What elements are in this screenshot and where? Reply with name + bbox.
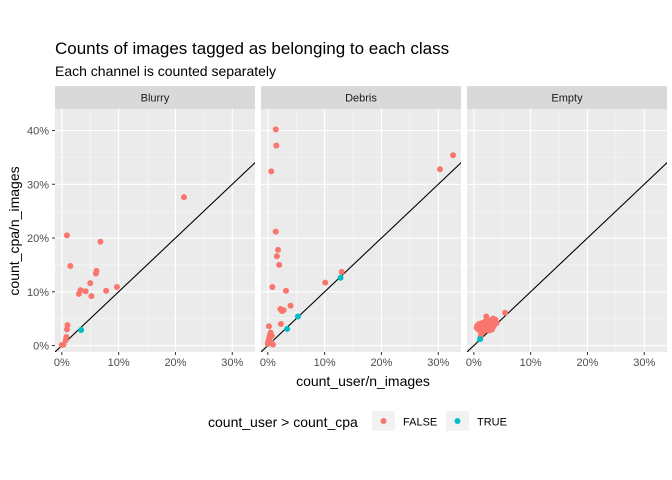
plot-background <box>261 109 461 352</box>
y-tick-label: 10% <box>27 287 49 299</box>
y-tick-label: 40% <box>27 126 49 138</box>
data-point-true <box>284 325 291 332</box>
reference-line-y-equals-x <box>467 162 667 352</box>
facet-label: Blurry <box>141 93 170 105</box>
x-tick-label: 0% <box>466 357 482 369</box>
x-tick-label: 20% <box>370 357 392 369</box>
data-point-false <box>77 287 84 294</box>
data-point-false <box>273 142 280 149</box>
data-point-false <box>269 283 276 290</box>
x-tick-label: 0% <box>260 357 276 369</box>
data-point-false <box>275 246 282 253</box>
y-tick-label: 20% <box>27 233 49 245</box>
legend-title: count_user > count_cpa <box>208 414 358 430</box>
data-point-false <box>88 293 95 300</box>
data-point-false <box>322 279 329 286</box>
data-point-false <box>93 267 100 274</box>
y-tick-label: 30% <box>27 179 49 191</box>
legend-key-false: FALSE <box>372 411 437 431</box>
facet-label: Debris <box>345 93 377 105</box>
data-point-false <box>97 238 104 245</box>
data-point-false <box>502 309 509 316</box>
x-tick-label: 30% <box>427 357 449 369</box>
reference-line-y-equals-x <box>261 162 461 352</box>
data-point-false <box>265 323 272 330</box>
data-point-false <box>268 332 275 339</box>
data-point-true <box>294 313 301 320</box>
panel-empty: Empty 0% 10% 20% 30% <box>466 86 667 369</box>
x-tick-label: 20% <box>576 357 598 369</box>
data-point-true <box>477 336 484 343</box>
x-tick-label: 10% <box>108 357 130 369</box>
data-point-false <box>338 268 345 275</box>
data-point-true <box>78 326 85 333</box>
x-tick-label: 0% <box>54 357 70 369</box>
data-point-false <box>67 262 74 269</box>
y-axis-label: count_cpa/n_images <box>6 166 22 295</box>
legend-label: TRUE <box>477 417 507 429</box>
x-tick-label: 20% <box>164 357 186 369</box>
data-point-false <box>113 283 120 290</box>
data-point-false <box>64 322 71 329</box>
data-point-false <box>272 228 279 235</box>
data-point-false <box>283 287 289 294</box>
data-point-false <box>287 302 294 309</box>
facet-strip <box>467 86 667 109</box>
x-tick-label: 30% <box>221 357 243 369</box>
data-point-false <box>436 166 443 173</box>
y-tick-label: 0% <box>33 341 49 353</box>
data-point-false <box>82 288 89 295</box>
plot-background <box>55 109 255 352</box>
data-point-false <box>493 319 500 326</box>
data-point-false <box>276 261 283 268</box>
chart-title: Counts of images tagged as belonging to … <box>55 39 449 58</box>
data-point-true <box>337 274 344 281</box>
panel-debris: Debris 0% 10% 20% 30% <box>260 86 461 369</box>
legend-swatch <box>380 418 387 424</box>
data-point-false <box>483 313 490 320</box>
legend-key-true: TRUE <box>446 411 507 431</box>
legend-label: FALSE <box>403 417 437 429</box>
chart-subtitle: Each channel is counted separately <box>55 63 276 79</box>
x-tick-label: 10% <box>314 357 336 369</box>
data-point-false <box>103 287 110 294</box>
facet-strip <box>55 86 255 109</box>
x-axis-label: count_user/n_images <box>296 373 430 389</box>
legend-keys: FALSE TRUE <box>372 411 507 431</box>
facet-strip <box>261 86 461 109</box>
data-point-false <box>269 341 276 348</box>
plot-background <box>467 109 667 352</box>
panel-blurry: Blurry 0% 10% 20% 30% <box>54 86 255 369</box>
data-point-false <box>180 194 187 201</box>
facet-panels: Blurry 0% 10% 20% 30% Debris 0% 10% 20% 30% Empty 0… <box>27 86 667 369</box>
reference-line-y-equals-x <box>55 162 255 352</box>
data-point-false <box>63 232 70 239</box>
data-point-false <box>280 307 287 314</box>
facet-label: Empty <box>551 93 583 105</box>
data-point-false <box>272 126 279 133</box>
data-point-false <box>268 168 275 175</box>
data-point-false <box>87 280 94 287</box>
data-point-false <box>63 333 70 340</box>
legend-swatch <box>454 418 461 424</box>
data-point-false <box>273 253 280 260</box>
x-tick-label: 10% <box>520 357 542 369</box>
legend: count_user > count_cpa FALSE TRUE <box>208 411 507 431</box>
y-axis: 0% 10% 20% 30% 40% <box>27 126 55 353</box>
x-tick-label: 30% <box>633 357 655 369</box>
data-point-false <box>277 321 284 328</box>
data-point-false <box>450 152 457 159</box>
